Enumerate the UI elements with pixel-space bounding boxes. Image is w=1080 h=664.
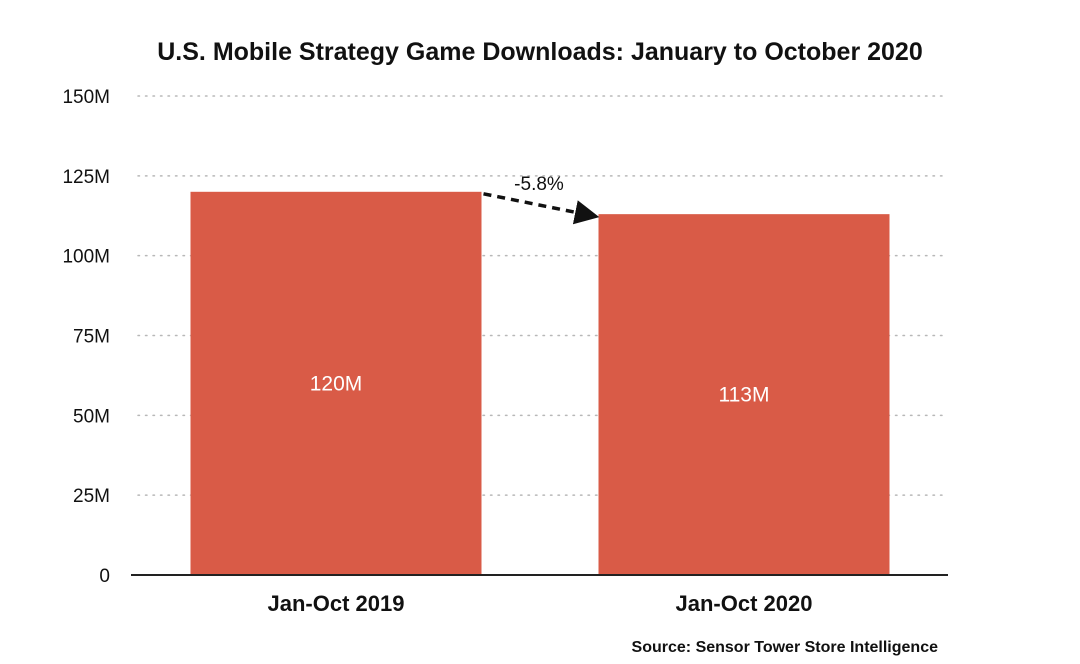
y-tick-label: 50M xyxy=(73,406,110,427)
y-tick-label: 150M xyxy=(62,87,110,108)
chart-title: U.S. Mobile Strategy Game Downloads: Jan… xyxy=(157,38,922,66)
bar xyxy=(190,191,482,576)
bar xyxy=(598,214,890,576)
y-tick-label: 25M xyxy=(73,486,110,507)
y-axis-ticks: 0 25M 50M 75M 100M 125M 150M xyxy=(62,87,110,587)
y-tick-label: 0 xyxy=(99,566,110,587)
x-tick-label: Jan-Oct 2020 xyxy=(676,591,813,616)
bar-value-label: 120M xyxy=(310,372,363,395)
source-note: Source: Sensor Tower Store Intelligence xyxy=(632,639,939,656)
bar-value-label: 113M xyxy=(719,384,770,407)
y-tick-label: 75M xyxy=(73,327,110,348)
change-arrow xyxy=(483,192,600,225)
x-axis-ticks: Jan-Oct 2019 Jan-Oct 2020 xyxy=(268,591,813,616)
change-label: -5.8% xyxy=(514,174,564,195)
bars xyxy=(190,191,890,576)
data-labels: 120M 113M xyxy=(310,372,770,406)
x-tick-label: Jan-Oct 2019 xyxy=(268,591,405,616)
y-tick-label: 125M xyxy=(62,167,110,188)
change-annotation: -5.8% xyxy=(483,174,600,225)
y-tick-label: 100M xyxy=(62,247,110,268)
